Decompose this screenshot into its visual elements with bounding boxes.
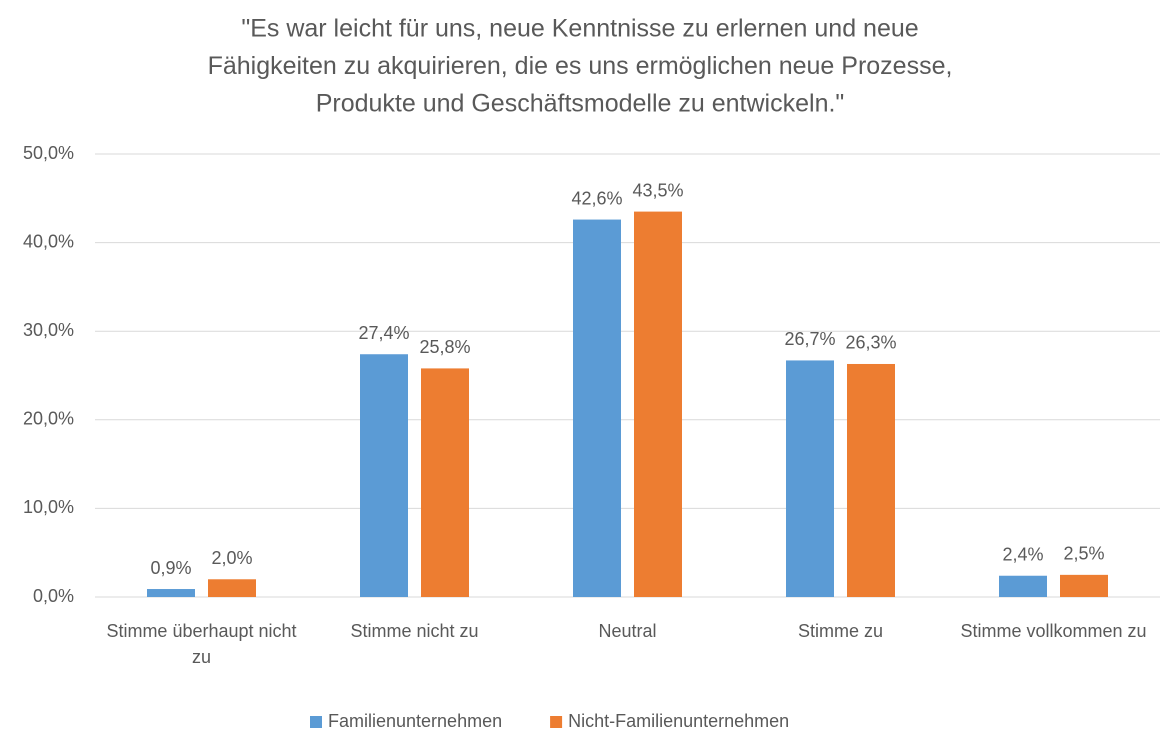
chart-title: Fähigkeiten zu akquirieren, die es uns e… [208,52,953,80]
data-label: 2,4% [1002,544,1043,564]
bar [421,368,469,597]
data-label: 0,9% [150,558,191,578]
bar [634,211,682,597]
y-tick-label: 10,0% [23,497,74,517]
bar [208,579,256,597]
y-tick-label: 40,0% [23,231,74,251]
y-tick-label: 20,0% [23,409,74,429]
data-label: 42,6% [571,188,622,208]
chart-title: Produkte und Geschäftsmodelle zu entwick… [316,90,845,118]
bar [786,360,834,597]
legend-label: Nicht-Familienunternehmen [568,711,789,731]
y-tick-label: 30,0% [23,320,74,340]
bar [147,589,195,597]
bar [999,575,1047,597]
bar [573,219,621,597]
data-label: 25,8% [419,337,470,357]
x-tick-label: Neutral [598,621,657,641]
legend-label: Familienunternehmen [328,711,502,731]
data-label: 2,5% [1063,544,1104,564]
data-label: 26,7% [784,329,835,349]
y-tick-label: 0,0% [33,586,74,606]
y-tick-label: 50,0% [23,143,74,163]
bar [847,363,895,597]
legend-swatch [550,716,563,728]
legend-swatch [310,716,322,728]
x-tick-label: Stimme überhaupt nicht zu [106,621,297,667]
bar [360,354,408,597]
data-label: 27,4% [358,323,409,343]
data-label: 43,5% [632,180,683,200]
x-tick-label: Stimme vollkommen zu [960,621,1147,641]
bar [1060,574,1108,597]
data-label: 2,0% [211,548,252,568]
x-tick-label: Stimme zu [797,621,884,641]
chart-title: "Es war leicht für uns, neue Kenntnisse … [241,15,918,43]
x-tick-label: Stimme nicht zu [350,621,479,641]
data-label: 26,3% [845,333,896,353]
